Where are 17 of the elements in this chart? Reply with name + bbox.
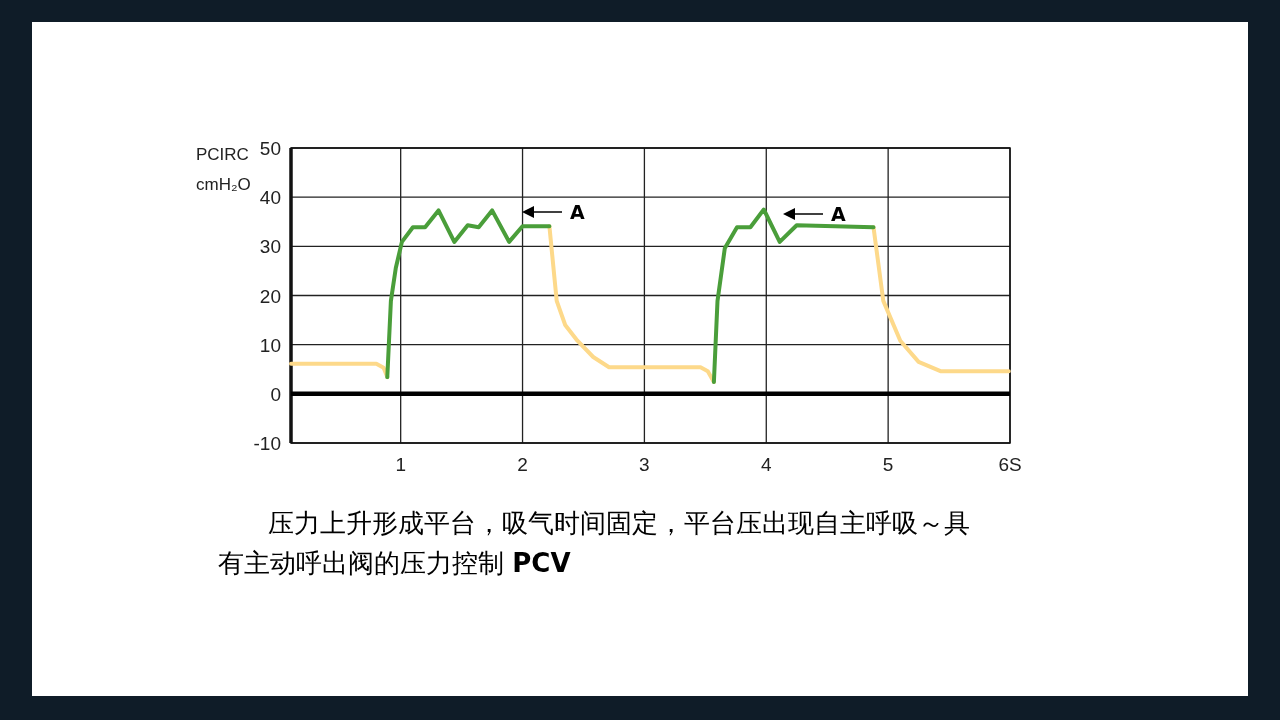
- x-tick-label: 3: [639, 454, 650, 475]
- y-tick-label: 40: [259, 187, 281, 209]
- x-tick-label: 4: [760, 454, 772, 475]
- y-tick-label: 20: [259, 285, 281, 307]
- x-tick-label: 6S: [998, 454, 1022, 475]
- y-tick-label: 10: [259, 334, 281, 356]
- y-tick-label: 50: [259, 138, 281, 159]
- annotation: A: [831, 203, 846, 225]
- y-tick-label: 0: [270, 383, 281, 405]
- text: 压力上升形成平台，吸气时间固定，平台压出现自主呼吸～具有主动呼出阀的压力控制 PCV: [218, 507, 971, 580]
- annotation: A: [570, 201, 585, 223]
- y-tick-label: -10: [253, 433, 281, 454]
- x-tick-label: 1: [395, 454, 406, 475]
- y-axis-title: PCIRC cmH₂O: [196, 144, 252, 196]
- y-tick-label: 30: [259, 236, 281, 258]
- x-tick-label: 5: [882, 454, 894, 475]
- x-tick-label: 2: [517, 454, 528, 475]
